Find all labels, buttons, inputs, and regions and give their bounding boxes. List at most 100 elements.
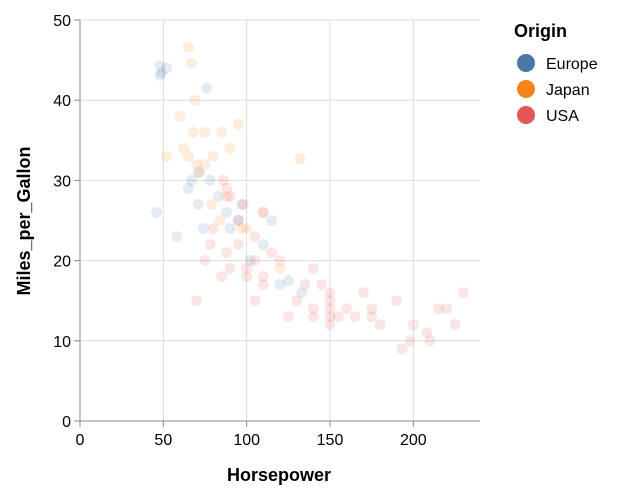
point bbox=[237, 198, 249, 210]
point bbox=[324, 303, 336, 315]
point bbox=[241, 223, 253, 235]
point bbox=[407, 319, 419, 331]
point bbox=[316, 279, 328, 291]
point bbox=[241, 263, 253, 275]
point bbox=[274, 263, 286, 275]
point bbox=[224, 190, 236, 202]
point bbox=[299, 279, 311, 291]
y-tick-label: 30 bbox=[53, 173, 71, 190]
point bbox=[424, 335, 436, 347]
legend-label: Japan bbox=[546, 82, 590, 99]
point bbox=[156, 67, 168, 79]
legend-title: Origin bbox=[514, 21, 567, 41]
point bbox=[236, 223, 248, 235]
point bbox=[186, 174, 198, 186]
legend-swatch bbox=[517, 54, 535, 72]
point bbox=[232, 215, 244, 226]
point bbox=[282, 275, 294, 287]
point bbox=[207, 223, 219, 235]
point bbox=[192, 198, 204, 210]
point bbox=[332, 311, 344, 323]
point bbox=[221, 247, 233, 259]
point bbox=[274, 279, 286, 291]
point bbox=[221, 190, 233, 202]
point bbox=[449, 319, 461, 331]
point bbox=[324, 319, 336, 331]
point bbox=[396, 343, 408, 355]
point bbox=[154, 69, 166, 81]
point bbox=[214, 215, 226, 226]
point bbox=[182, 150, 194, 162]
point bbox=[257, 206, 269, 218]
point bbox=[236, 198, 248, 210]
point bbox=[154, 60, 166, 72]
point bbox=[217, 174, 229, 186]
point bbox=[212, 190, 224, 202]
legend-swatch bbox=[517, 106, 535, 124]
point bbox=[341, 303, 353, 315]
legend-label: USA bbox=[546, 108, 579, 125]
point bbox=[216, 126, 228, 138]
y-tick-label: 50 bbox=[53, 13, 71, 30]
point bbox=[232, 239, 244, 251]
point bbox=[307, 311, 319, 323]
point bbox=[197, 223, 209, 235]
point bbox=[421, 327, 433, 339]
point bbox=[174, 110, 186, 122]
point bbox=[206, 198, 218, 210]
point bbox=[189, 94, 201, 106]
x-tick-label: 50 bbox=[154, 432, 172, 449]
point bbox=[266, 247, 278, 259]
point bbox=[291, 295, 303, 307]
y-tick-label: 10 bbox=[53, 334, 71, 351]
point bbox=[221, 206, 233, 218]
point bbox=[192, 166, 204, 178]
point bbox=[204, 174, 216, 186]
x-tick-label: 150 bbox=[317, 432, 344, 449]
point bbox=[296, 287, 308, 299]
x-tick-label: 0 bbox=[76, 432, 85, 449]
point bbox=[349, 311, 361, 323]
point bbox=[266, 215, 278, 226]
point bbox=[224, 223, 236, 235]
point bbox=[249, 295, 261, 307]
point bbox=[224, 263, 236, 275]
x-tick-label: 200 bbox=[400, 432, 427, 449]
point bbox=[224, 142, 236, 154]
point bbox=[249, 255, 261, 267]
point bbox=[307, 303, 319, 315]
point bbox=[324, 287, 336, 299]
point bbox=[374, 319, 386, 331]
point bbox=[187, 126, 199, 138]
point bbox=[161, 62, 173, 74]
point bbox=[171, 231, 183, 243]
point bbox=[257, 271, 269, 283]
point bbox=[207, 150, 219, 162]
point bbox=[221, 182, 233, 194]
point bbox=[441, 303, 453, 315]
point bbox=[257, 206, 269, 218]
point bbox=[199, 126, 211, 138]
point bbox=[216, 271, 228, 283]
point bbox=[366, 311, 378, 323]
y-axis-title: Miles_per_Gallon bbox=[14, 146, 34, 295]
point bbox=[177, 142, 189, 154]
point bbox=[151, 206, 163, 218]
point bbox=[457, 287, 469, 299]
point bbox=[294, 153, 306, 165]
point bbox=[357, 287, 369, 299]
legend-swatch bbox=[517, 80, 535, 98]
point bbox=[249, 231, 261, 243]
y-tick-label: 0 bbox=[62, 414, 71, 431]
point bbox=[324, 295, 336, 307]
point bbox=[191, 158, 203, 170]
point bbox=[282, 311, 294, 323]
point bbox=[199, 158, 211, 170]
point bbox=[366, 303, 378, 315]
point bbox=[194, 166, 206, 178]
legend-label: Europe bbox=[546, 56, 598, 73]
point bbox=[204, 239, 216, 251]
point bbox=[191, 295, 203, 307]
point bbox=[324, 311, 336, 323]
